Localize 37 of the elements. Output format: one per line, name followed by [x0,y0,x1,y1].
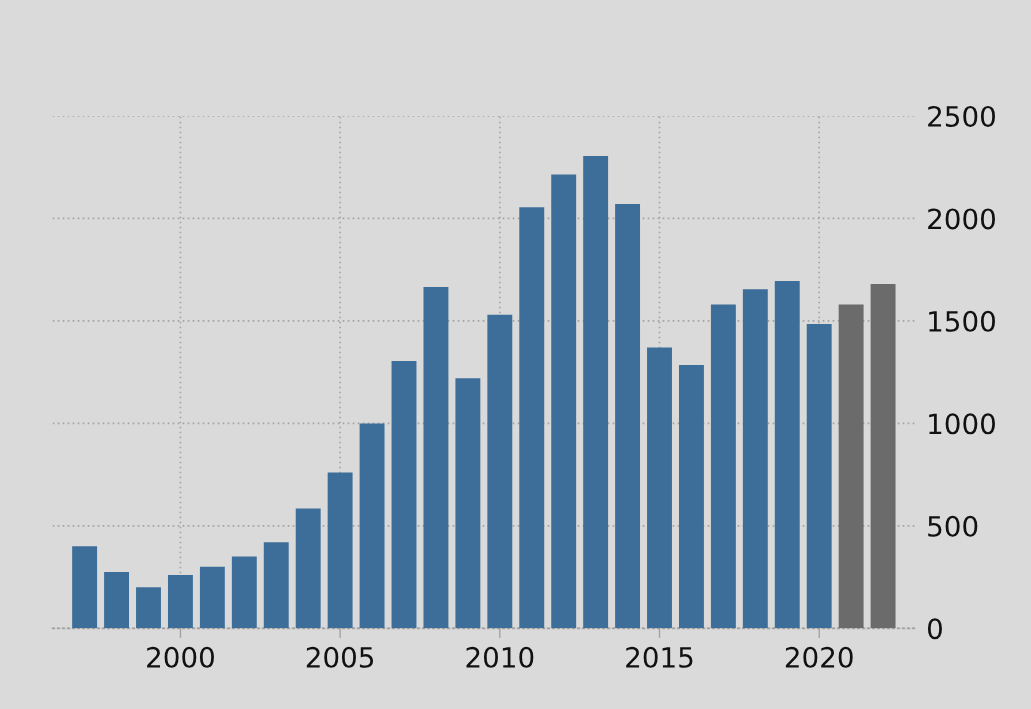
bar [199,566,225,629]
bar [615,204,641,629]
bar [742,289,768,629]
bar [263,542,289,629]
y-tick-label: 2500 [928,105,995,127]
y-tick-label: 500 [928,515,978,537]
bar [295,508,321,629]
x-tick-label: 2005 [306,646,374,668]
bar [487,314,513,629]
y-tick-label: 0 [927,618,942,640]
bar [678,364,704,629]
bar [136,587,161,629]
bar [104,571,130,629]
bar [167,575,193,629]
bar [583,155,609,629]
y-tick-label: 2000 [928,208,995,230]
x-tick-label: 2010 [466,646,534,668]
bar [870,284,896,629]
bar [806,324,832,629]
x-tick-label: 2015 [626,646,693,668]
bar [710,304,736,629]
bar [774,280,800,629]
x-tick-label: 2020 [785,646,853,668]
bar [231,556,257,629]
bar [72,546,98,629]
bar [647,347,672,629]
y-tick-label: 1500 [929,310,995,332]
bar [519,207,545,629]
bar [551,174,577,629]
bar [838,304,864,629]
bar [455,378,481,629]
bar [391,360,417,629]
bar [327,472,353,629]
bar [423,287,449,629]
y-tick-label: 1000 [929,413,995,435]
bar [359,423,385,629]
x-tick-label: 2000 [147,646,214,668]
